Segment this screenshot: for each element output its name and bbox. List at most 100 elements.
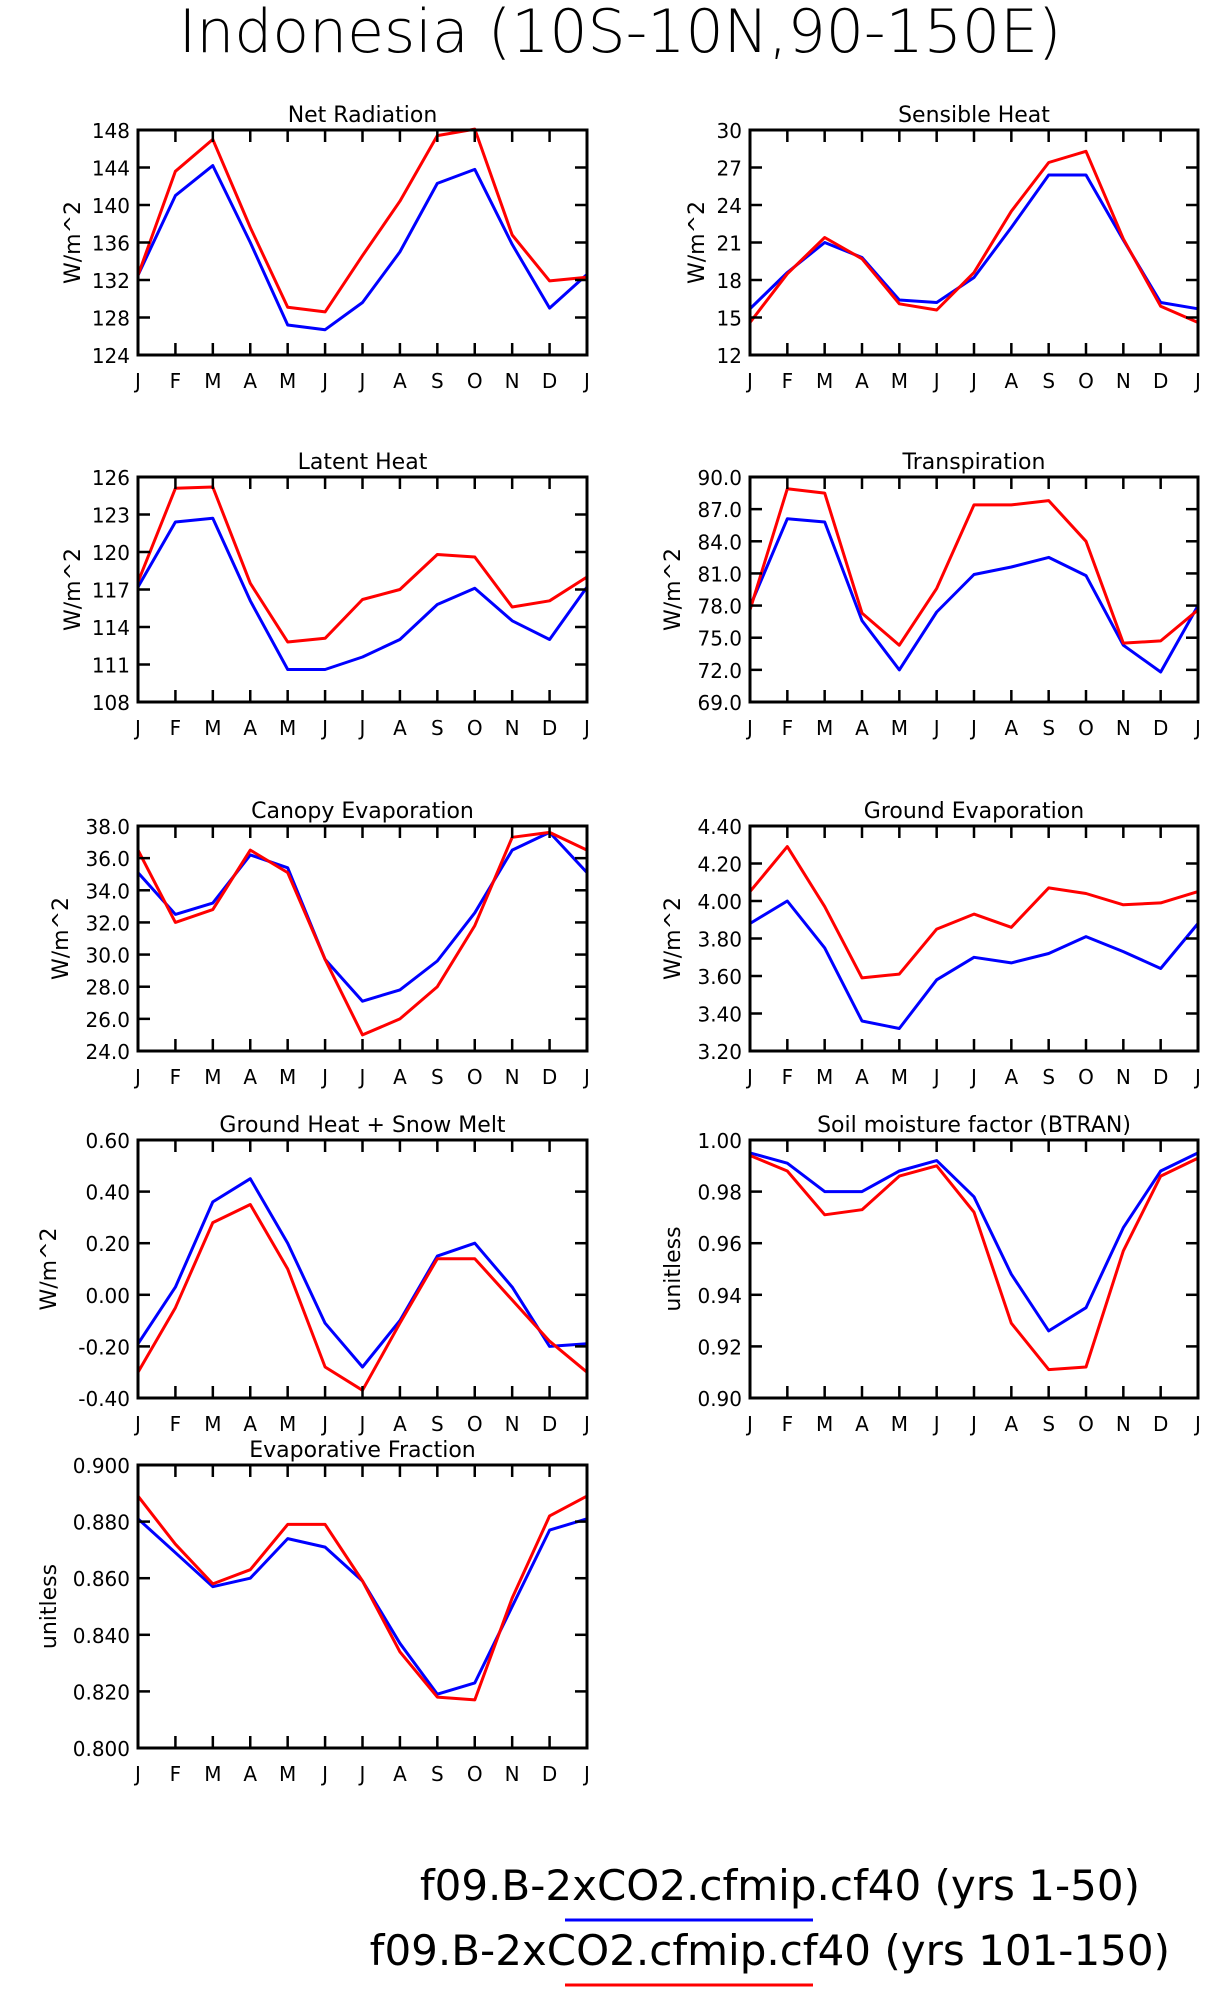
x-tick-label: M — [891, 1412, 908, 1436]
x-tick-label: J — [133, 1065, 141, 1089]
x-tick-label: A — [1004, 369, 1018, 393]
y-tick-label: -0.40 — [78, 1387, 130, 1411]
x-tick-label: A — [243, 1412, 257, 1436]
x-tick-label: J — [582, 716, 590, 740]
x-tick-label: N — [1116, 1065, 1131, 1089]
y-axis-label: unitless — [661, 1226, 686, 1311]
x-tick-label: A — [1004, 1065, 1018, 1089]
x-tick-label: O — [467, 1762, 483, 1786]
x-tick-label: A — [243, 1065, 257, 1089]
y-axis-label: unitless — [37, 1564, 62, 1649]
x-tick-label: J — [969, 1065, 977, 1089]
x-tick-label: O — [1078, 1412, 1094, 1436]
x-tick-label: M — [891, 369, 908, 393]
x-tick-label: M — [204, 1412, 221, 1436]
y-tick-label: 3.20 — [697, 1040, 742, 1064]
x-tick-label: J — [320, 716, 328, 740]
y-tick-label: 1.00 — [697, 1129, 742, 1153]
y-tick-label: 38.0 — [85, 815, 130, 839]
y-tick-label: 75.0 — [697, 627, 742, 651]
x-tick-label: A — [1004, 716, 1018, 740]
x-tick-label: J — [1193, 1065, 1201, 1089]
panel-latent-heat: J F M A M J J A S O N D J108111114117120123126Latent… — [61, 450, 590, 740]
x-tick-label: J — [582, 369, 590, 393]
y-tick-label: 30 — [717, 119, 742, 143]
x-tick-label: A — [393, 1412, 407, 1436]
series-line-yrs-101-150 — [748, 487, 1199, 647]
panel-title: Latent Heat — [298, 450, 428, 475]
x-tick-label: J — [133, 716, 141, 740]
x-tick-label: A — [855, 1065, 869, 1089]
y-tick-label: 148 — [92, 119, 130, 143]
x-tick-label: J — [969, 369, 977, 393]
series-line-yrs-1-50 — [136, 164, 589, 332]
y-tick-label: 0.820 — [73, 1680, 130, 1704]
y-tick-label: 4.40 — [697, 815, 742, 839]
x-tick-label: N — [505, 1065, 520, 1089]
x-tick-label: J — [745, 369, 753, 393]
x-tick-label: D — [542, 1412, 557, 1436]
x-tick-label: J — [932, 1065, 940, 1089]
x-tick-label: A — [243, 1762, 257, 1786]
x-tick-label: J — [745, 716, 753, 740]
y-tick-label: 90.0 — [697, 466, 742, 490]
y-axis-label: W/m^2 — [661, 548, 686, 631]
series-line-yrs-101-150 — [749, 1154, 1199, 1372]
x-tick-label: O — [467, 369, 483, 393]
x-tick-label: M — [279, 1412, 296, 1436]
y-tick-label: 3.80 — [697, 928, 742, 952]
x-tick-label: O — [467, 1412, 483, 1436]
x-tick-label: J — [133, 1412, 141, 1436]
x-tick-label: F — [170, 1065, 182, 1089]
x-tick-label: J — [320, 1065, 328, 1089]
x-tick-label: N — [1116, 1412, 1131, 1436]
series-line-yrs-1-50 — [749, 899, 1200, 1030]
y-tick-label: 78.0 — [697, 595, 742, 619]
figure-title: Indonesia (10S-10N,90-150E) — [179, 0, 1062, 67]
x-tick-label: D — [1153, 716, 1168, 740]
x-tick-label: J — [1193, 369, 1201, 393]
x-tick-label: A — [855, 716, 869, 740]
y-tick-label: 21 — [717, 232, 742, 256]
x-tick-label: A — [393, 369, 407, 393]
x-tick-label: M — [891, 716, 908, 740]
y-tick-label: 114 — [92, 616, 130, 640]
x-tick-label: S — [1042, 716, 1055, 740]
x-tick-label: J — [320, 1762, 328, 1786]
x-tick-label: J — [358, 1065, 366, 1089]
x-tick-label: D — [1153, 1412, 1168, 1436]
y-tick-label: 3.60 — [697, 965, 742, 989]
x-tick-label: J — [1193, 716, 1201, 740]
x-tick-label: S — [1042, 1065, 1055, 1089]
y-tick-label: 72.0 — [697, 659, 742, 683]
y-axis-label: W/m^2 — [49, 897, 74, 980]
y-tick-label: 0.00 — [85, 1284, 130, 1308]
x-tick-label: A — [243, 369, 257, 393]
x-tick-label: A — [393, 1065, 407, 1089]
x-tick-label: F — [170, 1412, 182, 1436]
x-tick-label: J — [932, 716, 940, 740]
x-tick-label: A — [855, 1412, 869, 1436]
y-tick-label: 30.0 — [85, 944, 130, 968]
series-line-yrs-1-50 — [136, 516, 589, 671]
x-tick-label: A — [243, 716, 257, 740]
x-tick-label: N — [1116, 369, 1131, 393]
x-tick-label: J — [320, 1412, 328, 1436]
y-axis-label: W/m^2 — [61, 201, 86, 284]
y-tick-label: 132 — [92, 269, 130, 293]
y-tick-label: 12 — [717, 344, 742, 368]
y-tick-label: 87.0 — [697, 498, 742, 522]
panel-soil-moisture-factor-btran: J F M A M J J A S O N D J0.900.920.940.960.981.00Soi… — [661, 1113, 1201, 1436]
x-tick-label: N — [505, 1762, 520, 1786]
y-tick-label: 32.0 — [85, 911, 130, 935]
x-tick-label: A — [855, 369, 869, 393]
legend: f09.B-2xCO2.cfmip.cf40 (yrs 1-50) f09.B-… — [370, 1861, 1170, 1987]
x-tick-label: J — [582, 1762, 590, 1786]
legend-label-series-b: f09.B-2xCO2.cfmip.cf40 (yrs 101-150) — [370, 1926, 1170, 1975]
x-tick-label: D — [542, 369, 557, 393]
x-tick-label: S — [431, 369, 444, 393]
